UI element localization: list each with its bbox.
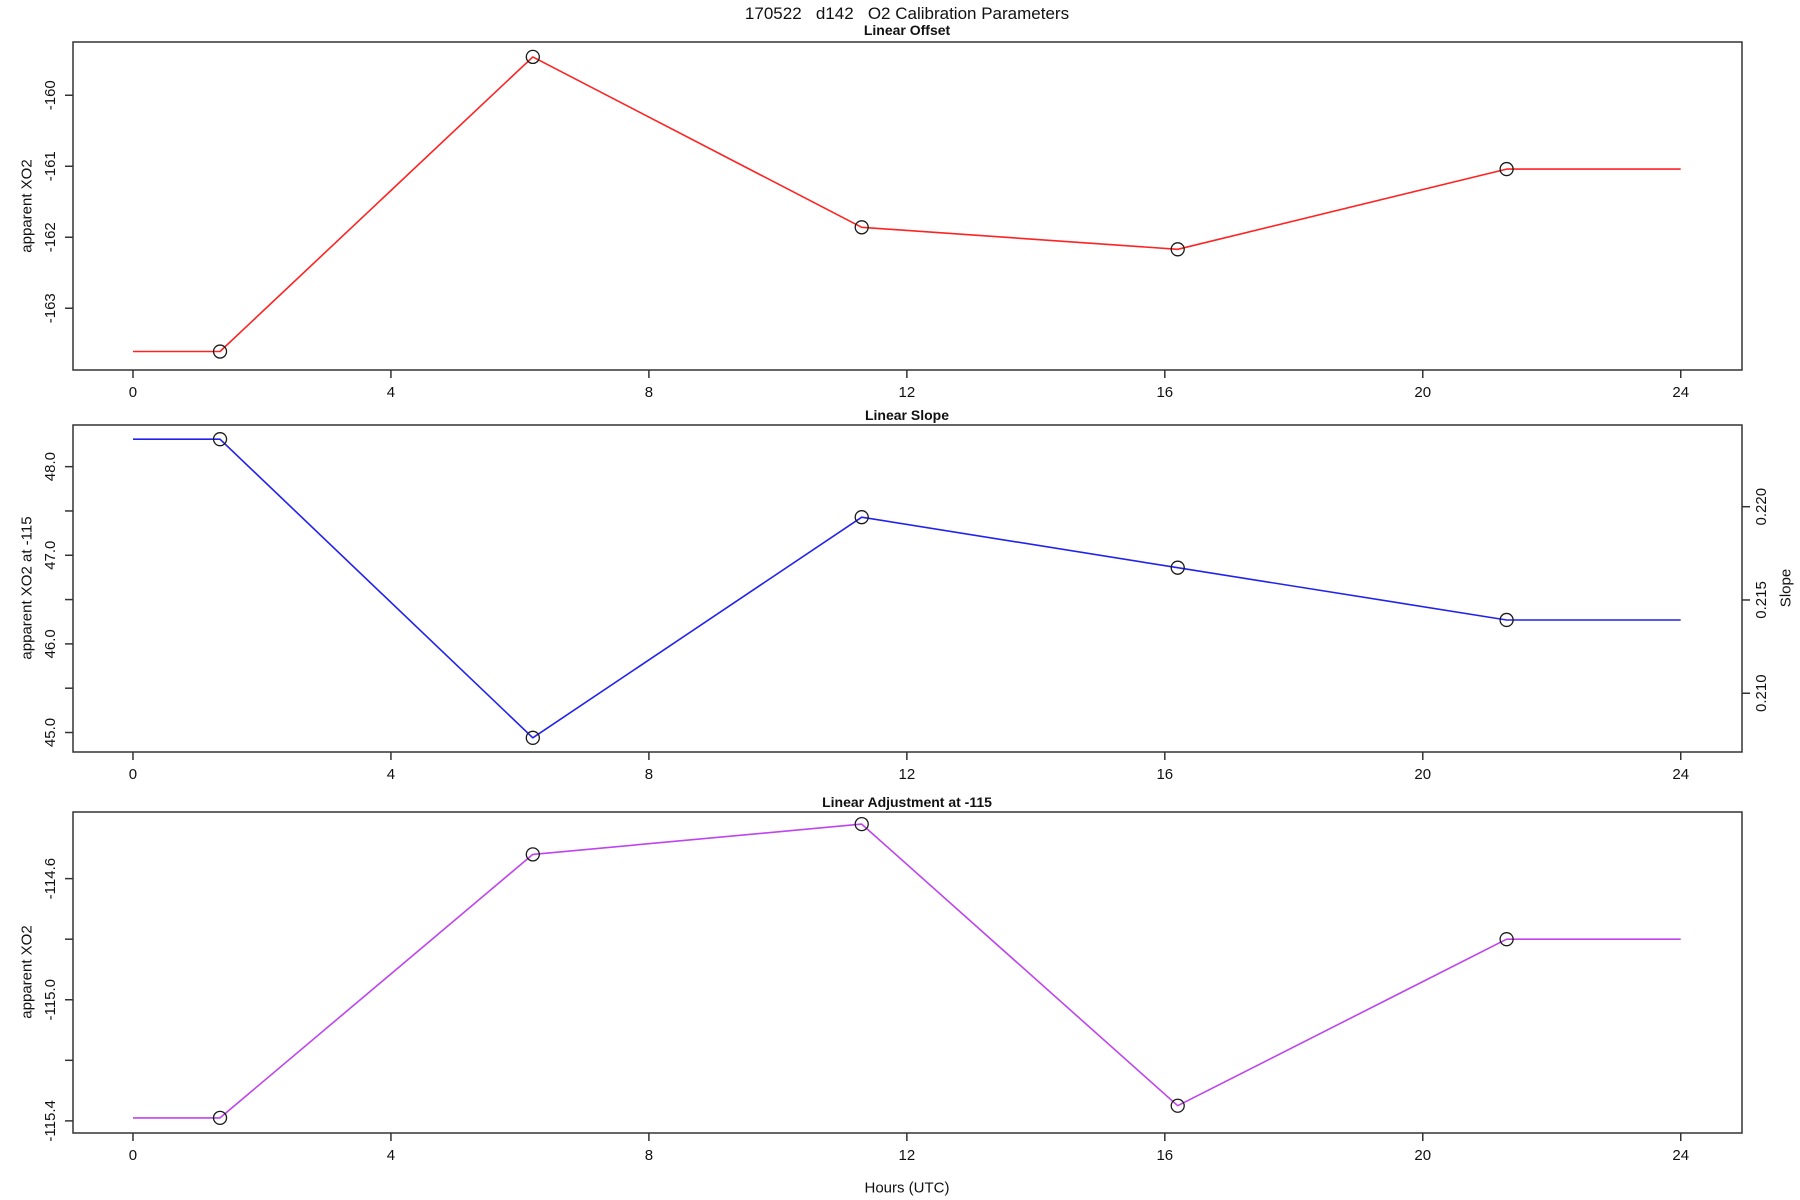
x-tick-label: 16 bbox=[1156, 766, 1173, 783]
data-point-marker bbox=[1499, 932, 1514, 947]
right-y-tick-label: 0.220 bbox=[1753, 488, 1770, 526]
x-tick-label: 20 bbox=[1414, 384, 1431, 401]
data-point-marker bbox=[854, 816, 869, 832]
x-tick-label: 12 bbox=[899, 1147, 916, 1164]
data-point-marker bbox=[212, 1110, 228, 1126]
x-tick-label: 16 bbox=[1156, 1147, 1173, 1164]
panel1-title: Linear Offset bbox=[863, 22, 951, 38]
x-tick-label: 20 bbox=[1414, 766, 1431, 783]
x-tick-label: 12 bbox=[899, 766, 916, 783]
data-point-marker bbox=[1170, 1098, 1185, 1113]
y-tick-label: -162 bbox=[42, 222, 59, 252]
x-tick-label: 4 bbox=[387, 384, 395, 401]
series-line bbox=[133, 56, 1681, 353]
data-point-marker bbox=[1170, 560, 1185, 575]
x-tick-label: 4 bbox=[387, 1147, 395, 1164]
series-line bbox=[133, 823, 1681, 1119]
y-tick-label: -115.0 bbox=[42, 979, 59, 1020]
y-tick-label: -160 bbox=[42, 80, 59, 110]
data-point-marker bbox=[525, 49, 540, 65]
panel2-right-axis-label: Slope bbox=[1777, 568, 1795, 608]
x-tick-label: 0 bbox=[129, 1147, 137, 1164]
x-tick-label: 24 bbox=[1672, 766, 1689, 783]
y-tick-label: 46.0 bbox=[42, 629, 59, 658]
panel2-y-axis-label: apparent XO2 at -115 bbox=[18, 516, 36, 660]
data-point-marker bbox=[1499, 612, 1514, 628]
x-tick-label: 24 bbox=[1672, 384, 1689, 401]
data-point-marker bbox=[854, 510, 869, 525]
right-y-tick-label: 0.215 bbox=[1753, 581, 1770, 619]
y-tick-label: -114.6 bbox=[42, 858, 59, 899]
x-tick-label: 24 bbox=[1672, 1147, 1689, 1164]
plot-border bbox=[72, 811, 1743, 1134]
data-point-marker bbox=[1170, 242, 1185, 257]
x-tick-label: 0 bbox=[129, 766, 137, 783]
y-tick-label: 45.0 bbox=[42, 718, 59, 747]
series-line bbox=[133, 438, 1681, 739]
x-tick-label: 12 bbox=[899, 384, 916, 401]
x-tick-label: 4 bbox=[387, 766, 395, 783]
page-title: 170522 d142 O2 Calibration Parameters bbox=[744, 4, 1070, 23]
data-point-marker bbox=[525, 730, 540, 745]
y-tick-label: -163 bbox=[42, 293, 59, 323]
x-tick-label: 8 bbox=[645, 1147, 653, 1164]
data-point-marker bbox=[525, 847, 540, 862]
x-tick-label: 0 bbox=[129, 384, 137, 401]
x-tick-label: 16 bbox=[1156, 384, 1173, 401]
data-point-marker bbox=[1499, 161, 1514, 177]
panel3-title: Linear Adjustment at -115 bbox=[822, 794, 992, 810]
y-tick-label: -115.4 bbox=[42, 1100, 59, 1141]
y-tick-label: 47.0 bbox=[42, 541, 59, 570]
y-tick-label: 48.0 bbox=[42, 452, 59, 481]
right-y-tick-label: 0.210 bbox=[1753, 674, 1770, 712]
plot-border bbox=[72, 424, 1743, 753]
panel1-y-axis-label: apparent XO2 bbox=[18, 159, 36, 253]
y-tick-label: -161 bbox=[42, 151, 59, 181]
plot-border bbox=[72, 41, 1743, 371]
x-tick-label: 8 bbox=[645, 384, 653, 401]
data-point-marker bbox=[854, 220, 869, 235]
x-tick-label: 20 bbox=[1414, 1147, 1431, 1164]
x-axis-label: Hours (UTC) bbox=[864, 1179, 950, 1197]
data-point-marker bbox=[212, 344, 228, 359]
panel3-y-axis-label: apparent XO2 bbox=[18, 925, 36, 1019]
panel2-title: Linear Slope bbox=[864, 407, 950, 423]
data-point-marker bbox=[212, 432, 228, 447]
x-tick-label: 8 bbox=[645, 766, 653, 783]
